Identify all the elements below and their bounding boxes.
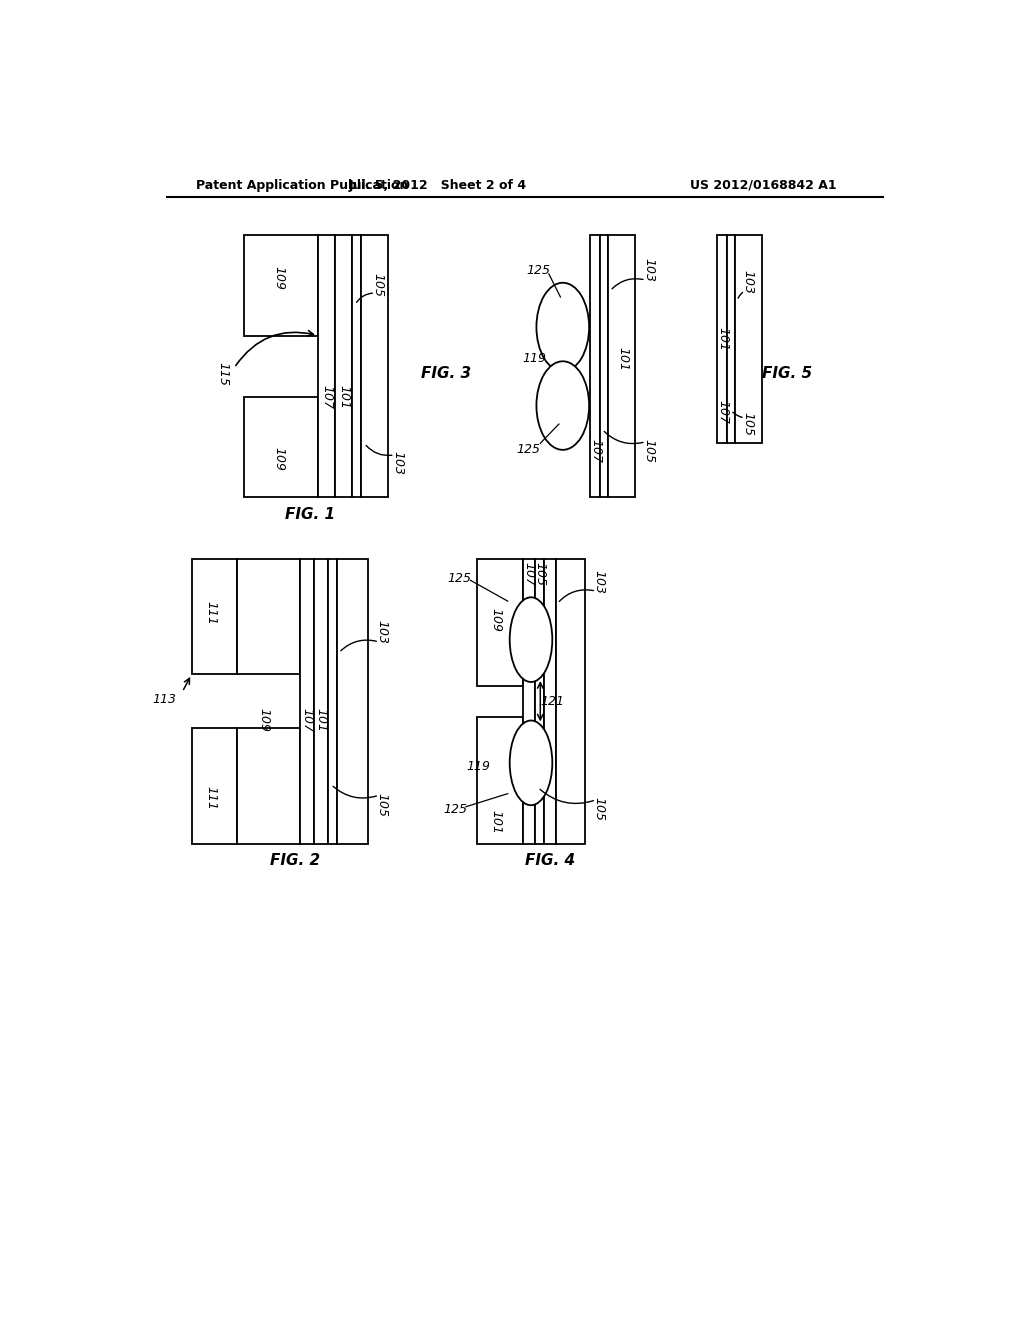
Text: 101: 101 xyxy=(616,347,629,371)
Text: 101: 101 xyxy=(717,327,730,351)
Text: 111: 111 xyxy=(205,785,217,809)
Text: 121: 121 xyxy=(541,694,564,708)
Text: 125: 125 xyxy=(447,572,472,585)
Bar xyxy=(314,558,328,843)
Text: 125: 125 xyxy=(526,264,551,277)
Bar xyxy=(245,397,317,498)
Text: 109: 109 xyxy=(257,709,270,733)
Text: 113: 113 xyxy=(152,693,176,706)
Bar xyxy=(477,558,523,686)
Text: 103: 103 xyxy=(593,570,606,594)
Text: 109: 109 xyxy=(489,609,503,632)
Text: 107: 107 xyxy=(590,440,602,463)
Bar xyxy=(237,729,300,843)
Bar xyxy=(191,558,237,675)
Bar xyxy=(237,558,300,675)
Text: 107: 107 xyxy=(717,400,730,425)
Bar xyxy=(727,235,735,444)
Text: Jul. 5, 2012   Sheet 2 of 4: Jul. 5, 2012 Sheet 2 of 4 xyxy=(349,178,527,191)
Text: 105: 105 xyxy=(642,440,655,463)
Text: 103: 103 xyxy=(376,620,389,644)
Bar xyxy=(335,235,352,498)
Text: 105: 105 xyxy=(593,797,606,821)
Bar xyxy=(556,558,586,843)
Text: 125: 125 xyxy=(443,803,467,816)
Ellipse shape xyxy=(510,721,552,805)
Bar xyxy=(361,235,388,498)
Text: 107: 107 xyxy=(300,709,313,733)
Ellipse shape xyxy=(537,282,589,371)
Text: 103: 103 xyxy=(642,257,655,282)
Text: 105: 105 xyxy=(741,412,755,436)
Text: 101: 101 xyxy=(489,810,503,834)
Bar xyxy=(600,235,607,498)
Text: 119: 119 xyxy=(523,352,547,366)
Text: 107: 107 xyxy=(319,385,333,409)
Text: 109: 109 xyxy=(272,446,286,471)
Text: 101: 101 xyxy=(314,709,328,733)
Bar xyxy=(523,558,535,843)
Text: FIG. 4: FIG. 4 xyxy=(525,853,575,869)
Bar xyxy=(352,235,361,498)
Bar xyxy=(477,717,523,843)
Bar xyxy=(191,729,237,843)
Bar xyxy=(590,235,600,498)
Bar xyxy=(607,235,635,498)
Text: 105: 105 xyxy=(372,273,385,297)
Text: 119: 119 xyxy=(466,760,490,774)
Ellipse shape xyxy=(510,597,552,682)
Text: 103: 103 xyxy=(391,450,404,475)
Text: FIG. 3: FIG. 3 xyxy=(421,367,471,381)
Text: FIG. 5: FIG. 5 xyxy=(762,367,812,381)
Text: FIG. 2: FIG. 2 xyxy=(269,853,319,869)
Bar xyxy=(317,235,335,498)
Text: 107: 107 xyxy=(522,562,536,586)
Text: 103: 103 xyxy=(741,269,755,293)
Text: 105: 105 xyxy=(376,793,389,817)
Text: 105: 105 xyxy=(534,562,546,586)
Bar xyxy=(328,558,337,843)
Bar xyxy=(300,558,314,843)
Ellipse shape xyxy=(537,362,589,450)
Text: 109: 109 xyxy=(272,265,286,290)
Text: 125: 125 xyxy=(516,444,540,455)
Text: Patent Application Publication: Patent Application Publication xyxy=(197,178,409,191)
Text: 115: 115 xyxy=(216,362,229,385)
Bar xyxy=(535,558,544,843)
Text: 101: 101 xyxy=(337,385,350,409)
Text: 111: 111 xyxy=(205,601,217,624)
Bar xyxy=(735,235,762,444)
Text: FIG. 1: FIG. 1 xyxy=(285,507,335,523)
Bar xyxy=(245,235,317,335)
Bar xyxy=(337,558,369,843)
Bar xyxy=(717,235,727,444)
Bar xyxy=(544,558,556,843)
Text: US 2012/0168842 A1: US 2012/0168842 A1 xyxy=(690,178,837,191)
